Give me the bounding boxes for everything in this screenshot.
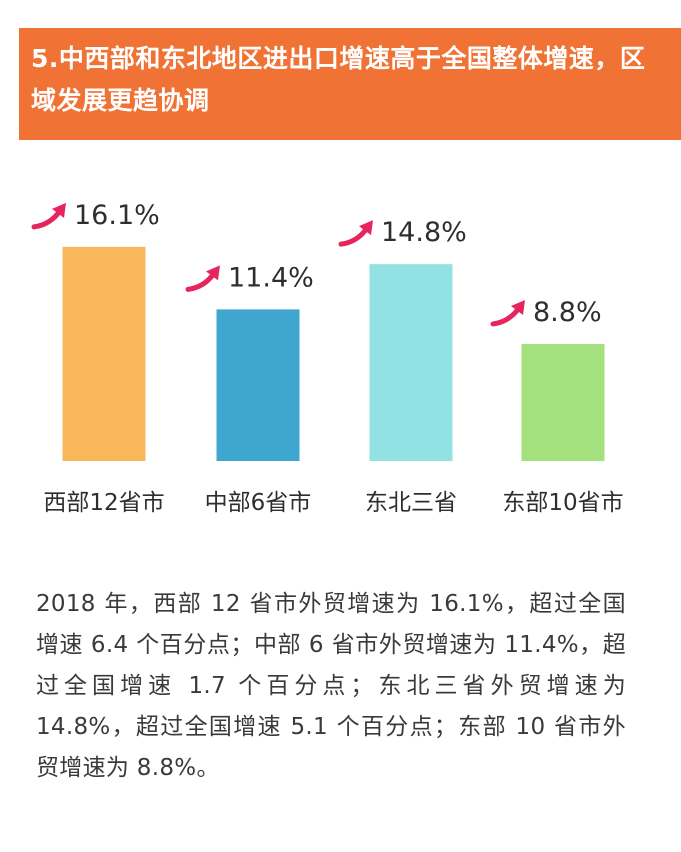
- bar-3: [369, 264, 453, 461]
- bar-1: [62, 246, 146, 461]
- category-label-3: 东北三省: [365, 490, 457, 516]
- category-label-4: 东部10省市: [502, 490, 623, 516]
- up-trend-arrow-icon: [31, 202, 66, 230]
- bar-4: [521, 343, 605, 461]
- header-banner: 5.中西部和东北地区进出口增速高于全国整体增速，区域发展更趋协调: [19, 28, 681, 140]
- data-label-2: 11.4%: [228, 262, 314, 293]
- data-label-3: 14.8%: [381, 217, 467, 248]
- category-label-2: 中部6省市: [205, 490, 312, 516]
- up-trend-arrow-icon: [338, 220, 373, 247]
- data-label-1: 16.1%: [74, 200, 160, 231]
- up-trend-arrow-icon: [185, 265, 220, 292]
- category-label-1: 西部12省市: [43, 490, 164, 516]
- up-trend-arrow-icon: [490, 299, 525, 327]
- description-paragraph: 2018 年，西部 12 省市外贸增速为 16.1%，超过全国增速 6.4 个百…: [36, 591, 626, 781]
- bar-2: [216, 309, 300, 461]
- chart-svg: 16.1% 西部12省市 11.4% 中部6省市 14.8% 东北三省 8.8% 东部10省市: [31, 200, 624, 516]
- page-title: 5.中西部和东北地区进出口增速高于全国整体增速，区域发展更趋协调: [31, 44, 646, 115]
- data-label-4: 8.8%: [533, 297, 602, 328]
- growth-bar-chart: 16.1% 西部12省市 11.4% 中部6省市 14.8% 东北三省 8.8% 东部10省市: [0, 150, 681, 550]
